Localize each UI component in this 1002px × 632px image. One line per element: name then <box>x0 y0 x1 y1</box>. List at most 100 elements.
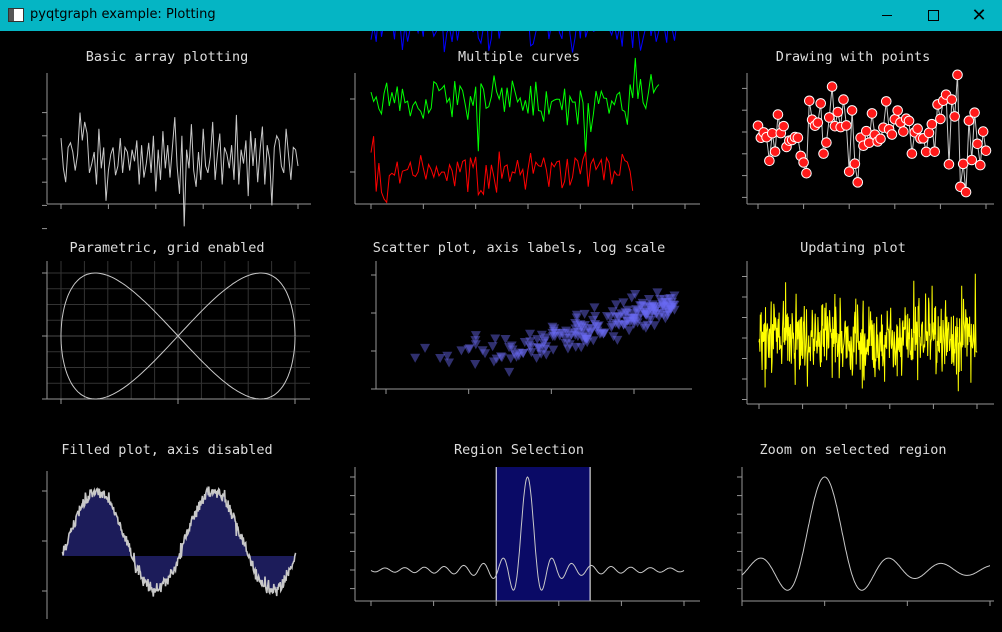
scatter-point <box>657 298 668 308</box>
scatter-point <box>629 315 640 325</box>
scatter-point <box>577 326 588 336</box>
scatter-point <box>581 334 592 344</box>
scatter-point <box>491 354 502 364</box>
scatter-point <box>582 334 593 344</box>
scatter-point <box>590 311 601 321</box>
data-point <box>798 157 809 168</box>
scatter-point <box>640 307 651 317</box>
plot-parametric[interactable]: Parametric, grid enabled <box>0 231 334 431</box>
scatter-point <box>667 302 678 312</box>
scatter-point <box>504 343 515 353</box>
data-point <box>778 120 789 132</box>
plot-updating[interactable]: Updating plot <box>704 231 1002 431</box>
scatter-point <box>463 345 474 355</box>
data-point <box>906 148 918 159</box>
scatter-point <box>587 315 598 325</box>
data-point <box>812 117 824 128</box>
selection-region <box>496 467 591 601</box>
scatter-point <box>598 329 609 339</box>
scatter-point <box>651 309 662 319</box>
plot-canvas[interactable] <box>704 231 1002 431</box>
scatter-point <box>550 328 561 338</box>
scatter-point <box>496 353 507 363</box>
scatter-point <box>665 303 676 313</box>
close-button[interactable]: ✕ <box>956 0 1002 31</box>
scatter-point <box>570 330 581 340</box>
scatter-point <box>659 295 670 305</box>
scatter-point <box>639 307 650 317</box>
scatter-point <box>610 312 621 322</box>
plot-canvas[interactable] <box>704 431 1002 632</box>
scatter-point <box>547 322 558 332</box>
scatter-point <box>640 309 651 319</box>
scatter-point <box>628 313 639 323</box>
scatter-point <box>637 298 648 308</box>
plot-scatter-log[interactable]: Scatter plot, axis labels, log scale <box>334 231 704 431</box>
plot-filled[interactable]: Filled plot, axis disabled <box>0 431 334 632</box>
scatter-point <box>649 321 660 331</box>
scatter-point <box>505 354 516 364</box>
plot-canvas[interactable] <box>334 431 704 632</box>
scatter-point <box>658 310 669 320</box>
scatter-point <box>464 344 475 354</box>
data-point <box>875 133 886 145</box>
plot-canvas[interactable] <box>334 231 704 431</box>
plot-canvas[interactable] <box>334 31 704 231</box>
plot-canvas[interactable] <box>0 231 334 431</box>
data-point <box>912 123 923 135</box>
scatter-point <box>488 357 499 367</box>
curve-series-0 <box>370 31 677 53</box>
scatter-point <box>578 336 589 346</box>
data-point <box>846 105 858 116</box>
scatter-point <box>623 316 634 326</box>
minimize-button[interactable] <box>864 0 910 31</box>
scatter-point <box>632 318 643 328</box>
window-title: pyqtgraph example: Plotting <box>30 7 216 22</box>
plot-zoom-region[interactable]: Zoom on selected region <box>704 431 1002 632</box>
plot-title: Filled plot, axis disabled <box>61 442 273 458</box>
plot-canvas[interactable] <box>0 431 334 632</box>
minimize-icon <box>882 15 892 16</box>
scatter-point <box>470 340 481 350</box>
scatter-point <box>535 344 546 354</box>
scatter-point <box>618 298 629 308</box>
scatter-point <box>622 305 633 315</box>
data-point <box>769 146 781 157</box>
plot-canvas[interactable] <box>0 31 334 231</box>
scatter-point <box>561 326 572 336</box>
scatter-point <box>576 343 587 353</box>
data-point <box>903 115 915 127</box>
filled-curve <box>61 485 297 597</box>
scatter-point <box>525 343 536 353</box>
scatter-point <box>532 335 543 345</box>
scatter-point <box>661 297 672 307</box>
data-point <box>929 146 940 157</box>
scatter-point <box>442 351 453 361</box>
scatter-point <box>642 302 653 312</box>
scatter-point <box>660 314 671 324</box>
plot-canvas[interactable] <box>704 31 1002 231</box>
data-point <box>801 167 812 179</box>
data-point <box>752 120 764 131</box>
data-point <box>772 109 784 120</box>
scatter-point <box>651 304 662 314</box>
scatter-point <box>518 349 529 359</box>
scatter-point <box>666 304 677 314</box>
scatter-point <box>648 302 659 312</box>
scatter-point <box>557 328 568 338</box>
scatter-point <box>638 301 649 311</box>
plot-region-selection[interactable]: Region Selection <box>334 431 704 632</box>
plot-drawing-points[interactable]: Drawing with points <box>704 31 1002 231</box>
scatter-point <box>564 333 575 343</box>
scatter-point <box>606 323 617 333</box>
scatter-point <box>627 313 638 323</box>
scatter-point <box>576 322 587 332</box>
plot-basic-array[interactable]: Basic array plotting <box>0 31 334 231</box>
maximize-button[interactable] <box>910 0 956 31</box>
scatter-point <box>575 320 586 330</box>
scatter-point <box>571 310 582 320</box>
scatter-point <box>585 327 596 337</box>
scatter-point <box>592 322 603 332</box>
scatter-point <box>605 313 616 323</box>
plot-multiple-curves[interactable]: Multiple curves <box>334 31 704 231</box>
